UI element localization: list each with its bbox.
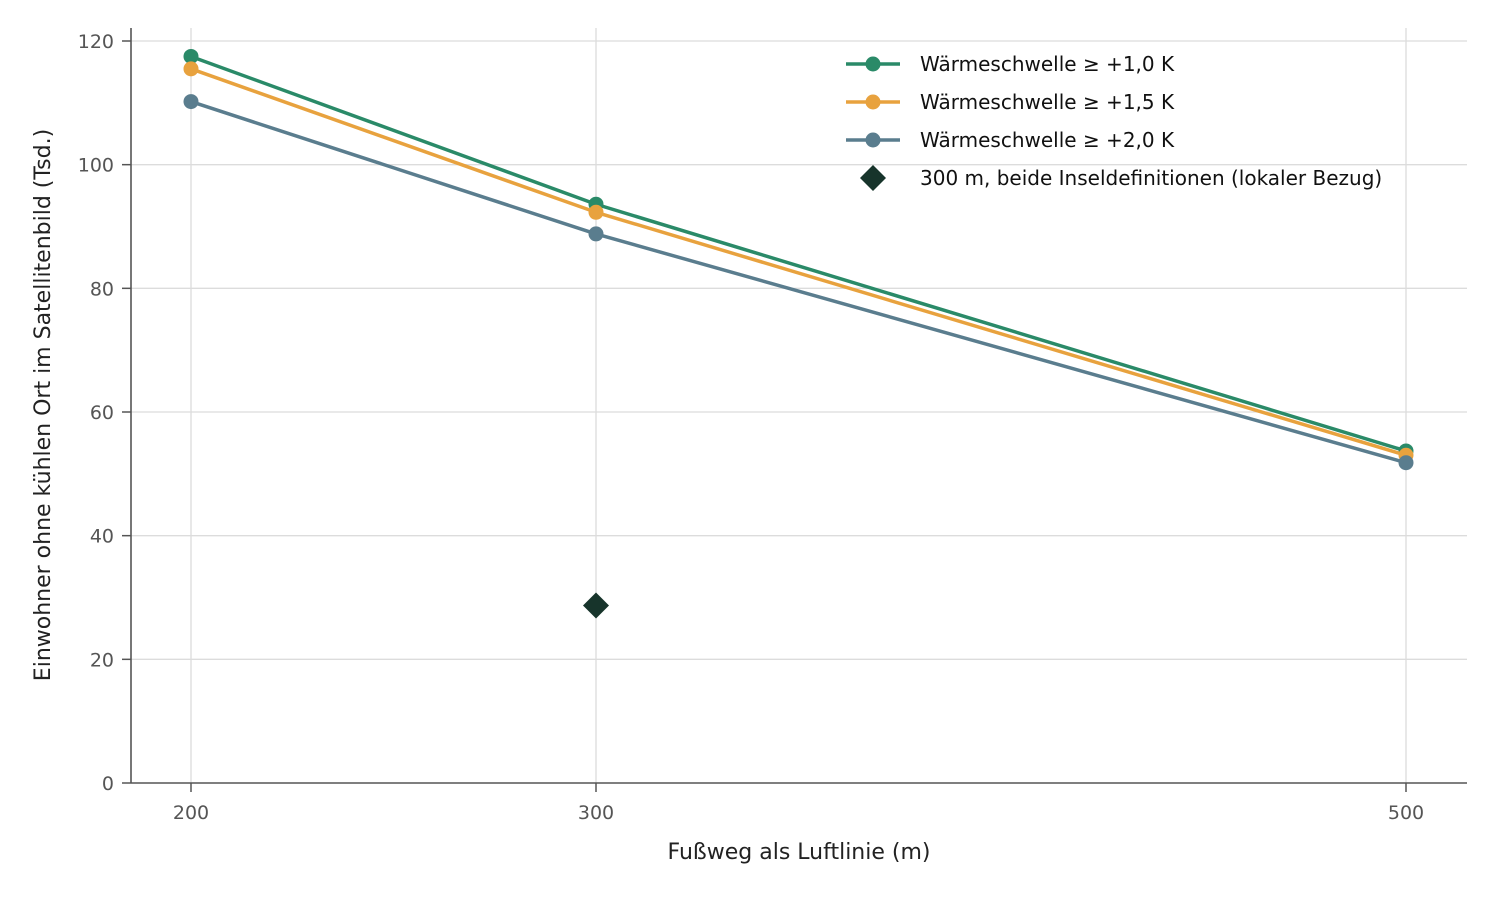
data-point: [1398, 455, 1414, 471]
series-line: [190, 99, 1407, 465]
data-point: [588, 204, 604, 220]
extra-points: [583, 592, 609, 619]
data-point: [183, 94, 199, 110]
legend-item: Wärmeschwelle ≥ +1,5 K: [846, 90, 1175, 114]
legend-marker: [865, 94, 881, 110]
y-tick-label: 120: [78, 31, 114, 53]
grid: [131, 28, 1467, 783]
data-point: [588, 226, 604, 242]
series-group: [183, 48, 1414, 459]
legend-item: Wärmeschwelle ≥ +2,0 K: [846, 128, 1175, 152]
series-line: [190, 67, 1407, 457]
legend-marker: [865, 132, 881, 148]
legend-diamond-marker: [860, 165, 886, 191]
legend-label: Wärmeschwelle ≥ +1,0 K: [920, 52, 1175, 76]
y-tick-label: 100: [78, 155, 114, 177]
y-tick-label: 80: [90, 278, 114, 300]
y-tick-label: 0: [102, 773, 114, 795]
legend-label: 300 m, beide Inseldefinitionen (lokaler …: [920, 166, 1382, 190]
series: [183, 48, 1414, 471]
tick-labels: 0 20 40 60 80 100 120 200 300 500: [78, 31, 1424, 824]
y-tick-label: 60: [90, 402, 114, 424]
x-tick-label: 500: [1388, 802, 1424, 824]
y-axis-title: Einwohner ohne kühlen Ort im Satellitenb…: [31, 129, 56, 681]
y-tick-label: 20: [90, 649, 114, 671]
y-tick-label: 40: [90, 526, 114, 548]
axes: [130, 28, 1467, 784]
legend: Wärmeschwelle ≥ +1,0 K Wärmeschwelle ≥ +…: [846, 52, 1382, 191]
x-tick-label: 300: [578, 802, 614, 824]
series-line: [190, 54, 1407, 453]
legend-item: Wärmeschwelle ≥ +1,0 K: [846, 52, 1175, 76]
x-tick-label: 200: [173, 802, 209, 824]
legend-item: 300 m, beide Inseldefinitionen (lokaler …: [860, 165, 1382, 191]
legend-marker: [865, 56, 881, 72]
legend-label: Wärmeschwelle ≥ +1,5 K: [920, 90, 1175, 114]
data-point: [183, 61, 199, 77]
data-point: [183, 48, 199, 64]
series-group: [183, 94, 1414, 471]
diamond-data-point: [583, 592, 609, 619]
legend-label: Wärmeschwelle ≥ +2,0 K: [920, 128, 1175, 152]
x-axis-title: Fußweg als Luftlinie (m): [668, 840, 931, 865]
